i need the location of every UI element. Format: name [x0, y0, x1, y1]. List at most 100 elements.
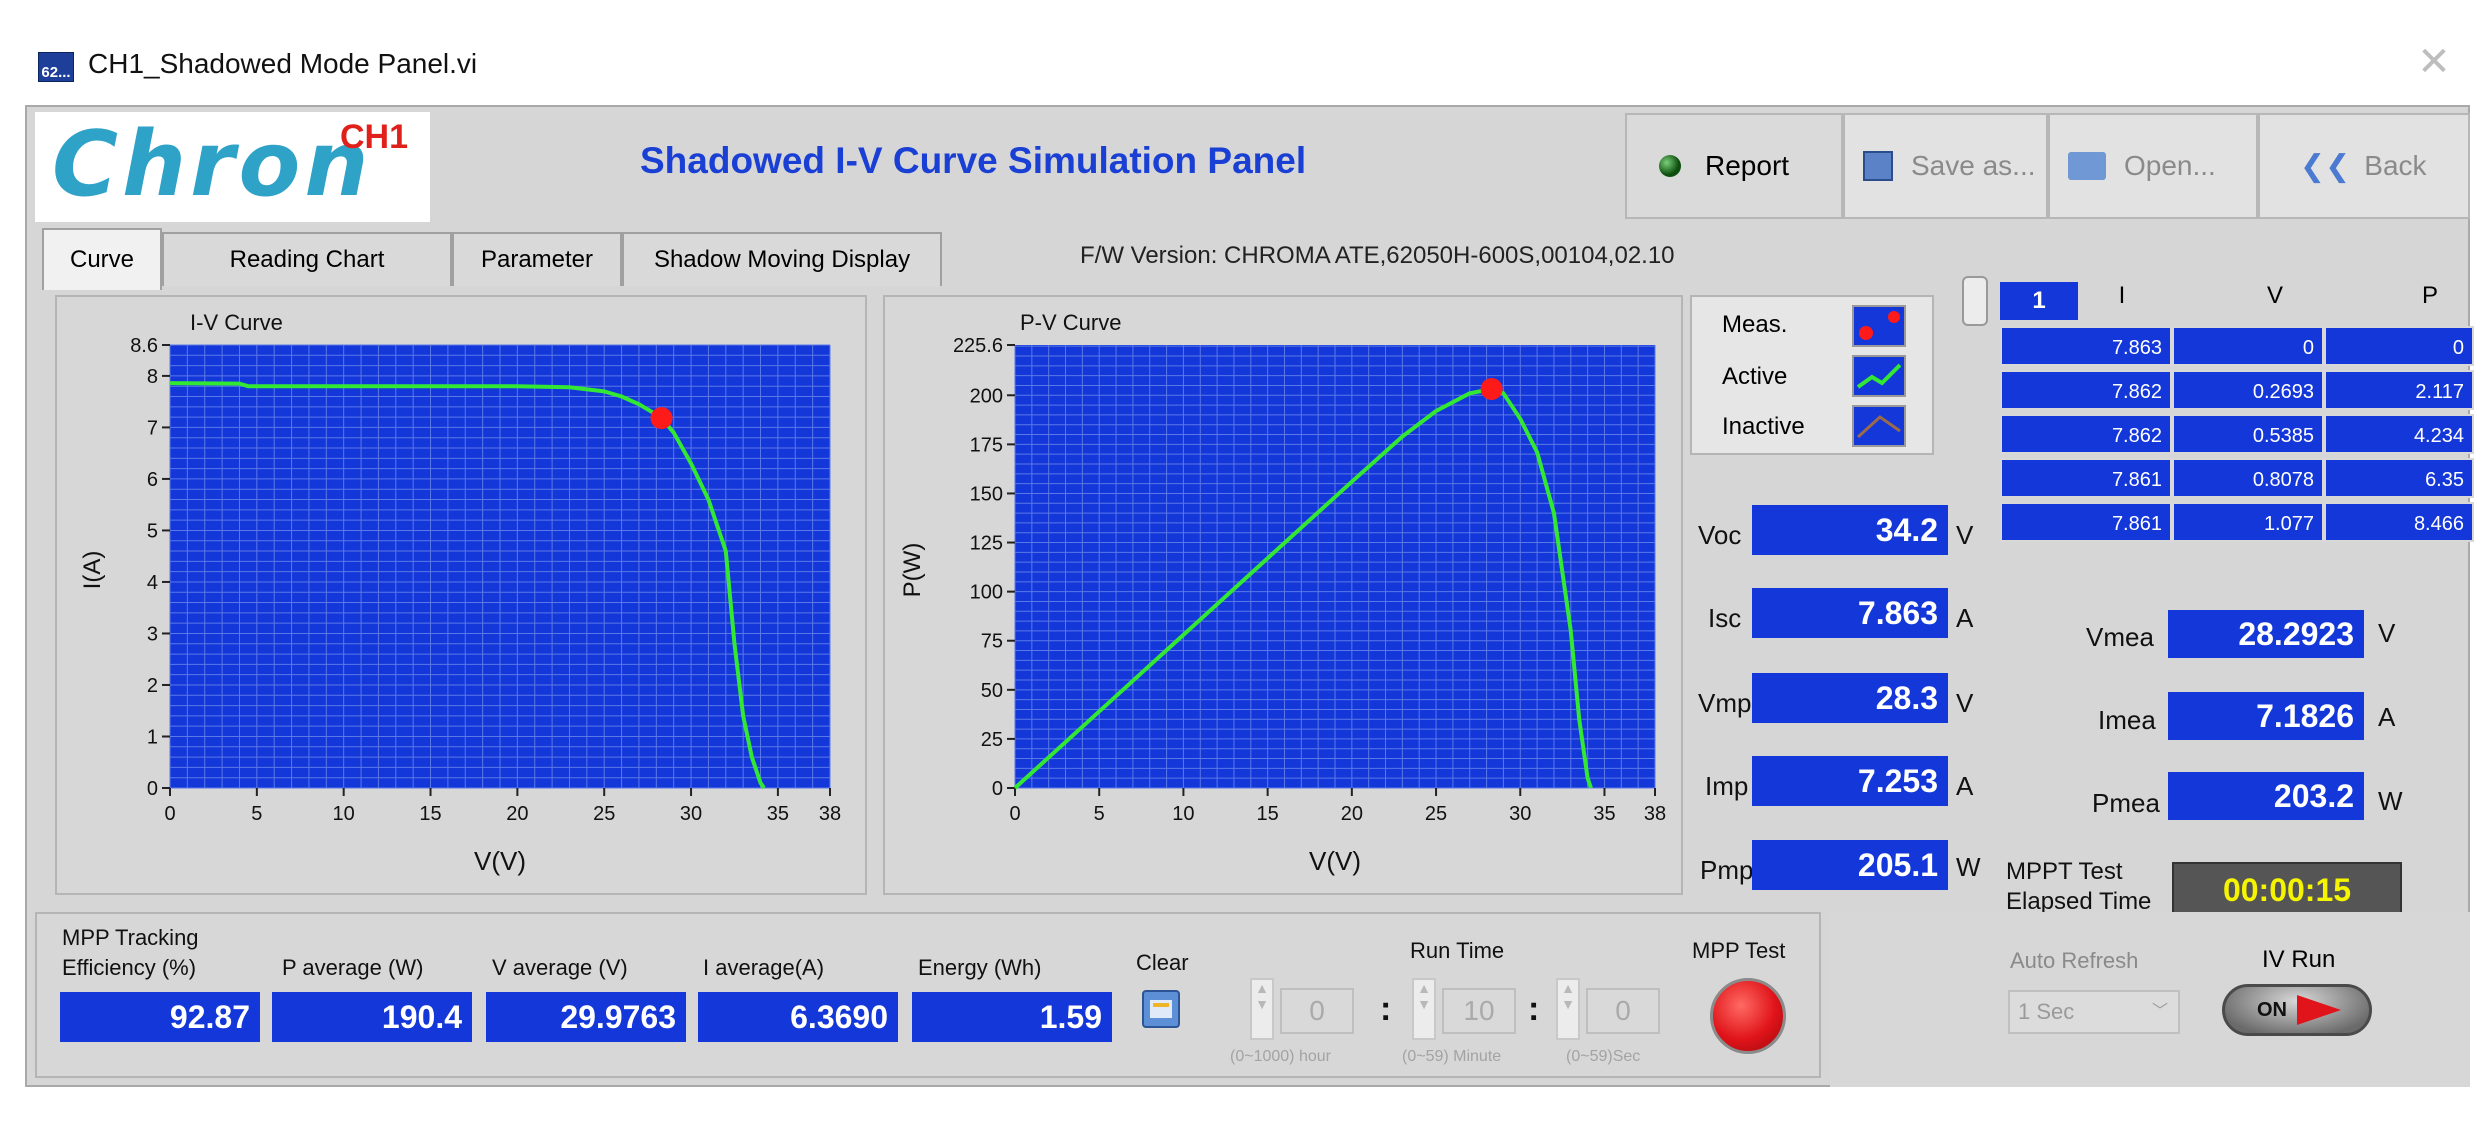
pmp-unit: W [1956, 852, 1981, 882]
voc-label: Voc [1698, 520, 1742, 550]
v-average-value: 29.9763 [486, 992, 686, 1042]
x-tick-label: 15 [419, 803, 441, 825]
panel-title: Shadowed I-V Curve Simulation Panel [640, 140, 1307, 181]
x-tick-label: 20 [506, 803, 528, 825]
p-average-label: P average (W) [282, 955, 424, 980]
pmea-unit: W [2378, 786, 2403, 816]
y-tick-label: 150 [970, 483, 1003, 505]
double-chevron-left-icon: ❮❮ [2300, 149, 2351, 183]
i-average-label: I average(A) [703, 955, 825, 980]
x-tick-label: 38 [819, 803, 841, 825]
y-tick-label: 100 [970, 582, 1003, 604]
legend-inactive-label: Inactive [1722, 413, 1805, 440]
floppy-icon [1863, 151, 1893, 181]
auto-refresh-label: Auto Refresh [2010, 948, 2139, 973]
pmp-value: 205.1 [1752, 840, 1948, 890]
voc-unit: V [1956, 520, 1974, 550]
table-cell: 1.077 [2172, 502, 2324, 542]
voc-value: 34.2 [1752, 505, 1948, 555]
x-tick-label: 35 [1593, 803, 1615, 825]
efficiency-label-1: MPP Tracking [62, 925, 199, 950]
table-scroll-icon[interactable] [1962, 276, 1988, 326]
imp-unit: A [1956, 771, 1974, 801]
back-button[interactable]: ❮❮ Back [2258, 113, 2470, 219]
table-cell: 7.862 [2000, 414, 2172, 454]
tab-parameter[interactable]: Parameter [452, 232, 622, 286]
imp-value: 7.253 [1752, 756, 1948, 806]
table-cell: 0.8078 [2172, 458, 2324, 498]
close-icon[interactable]: ✕ [2417, 40, 2451, 84]
tab-curve[interactable]: Curve [42, 228, 162, 290]
minutes-stepper[interactable]: ▲ ▼ [1412, 978, 1436, 1040]
legend-meas-swatch [1852, 305, 1906, 347]
report-button[interactable]: Report [1625, 113, 1843, 219]
table-cell: 7.863 [2000, 326, 2172, 366]
legend-active-swatch [1852, 355, 1906, 397]
table-cell: 6.35 [2324, 458, 2474, 498]
clear-button[interactable] [1142, 990, 1180, 1028]
efficiency-value: 92.87 [60, 992, 260, 1042]
y-tick-label: 25 [981, 729, 1003, 751]
iv-run-toggle[interactable]: ON [2222, 984, 2372, 1036]
vmea-unit: V [2378, 618, 2396, 648]
y-tick-label: 200 [970, 385, 1003, 407]
app-icon: 62... [38, 52, 74, 82]
chart-title: P-V Curve [1020, 310, 1121, 335]
imea-unit: A [2378, 702, 2396, 732]
hours-input[interactable]: 0 [1280, 988, 1354, 1034]
y-tick-label: 4 [147, 572, 158, 594]
tab-shadow-moving-display[interactable]: Shadow Moving Display [622, 232, 942, 286]
y-tick-label: 8.6 [130, 335, 158, 357]
report-led-icon [1659, 155, 1681, 177]
i-average-value: 6.3690 [698, 992, 898, 1042]
x-tick-label: 20 [1341, 803, 1363, 825]
energy-label: Energy (Wh) [918, 955, 1042, 980]
table-cell: 0.2693 [2172, 370, 2324, 410]
table-index[interactable]: 1 [2000, 282, 2078, 320]
seconds-stepper[interactable]: ▲ ▼ [1556, 978, 1580, 1040]
table-cell: 0 [2324, 326, 2474, 366]
open-button[interactable]: Open... [2048, 113, 2258, 219]
y-tick-label: 6 [147, 469, 158, 491]
y-axis-label: P(W) [899, 543, 926, 598]
run-time-label: Run Time [1410, 938, 1505, 963]
open-label: Open... [2124, 150, 2216, 181]
y-tick-label: 175 [970, 434, 1003, 456]
auto-refresh-select[interactable]: 1 Sec ﹀ [2008, 990, 2180, 1034]
legend: Meas. Active Inactive [1690, 295, 1934, 455]
hours-stepper[interactable]: ▲ ▼ [1250, 978, 1274, 1040]
hours-range: (0~1000) hour [1230, 1048, 1331, 1065]
x-tick-label: 0 [164, 803, 175, 825]
chart-title: I-V Curve [190, 310, 283, 335]
tab-curve-label: Curve [69, 246, 135, 273]
legend-inactive-swatch [1852, 405, 1906, 447]
mppt-elapsed-time: 00:00:15 [2172, 862, 2402, 914]
tab-parameter-label: Parameter [480, 246, 594, 273]
chevron-down-icon: ﹀ [2151, 1003, 2168, 1020]
table-header-p: P [2421, 282, 2438, 309]
table-header-i: I [2118, 282, 2126, 309]
v-average-label: V average (V) [492, 955, 628, 980]
tab-reading-chart[interactable]: Reading Chart [162, 232, 452, 286]
time-colon-1: : [1380, 990, 1392, 1028]
imea-label: Imea [2098, 705, 2156, 735]
vmp-unit: V [1956, 688, 1974, 718]
iv-run-state: ON [2257, 998, 2287, 1021]
report-label: Report [1705, 150, 1790, 181]
vmp-label: Vmp [1698, 688, 1752, 718]
table-cell: 7.862 [2000, 370, 2172, 410]
seconds-input[interactable]: 0 [1586, 988, 1660, 1034]
operating-point-marker [650, 407, 673, 430]
x-tick-label: 10 [333, 803, 355, 825]
x-tick-label: 5 [251, 803, 262, 825]
clear-label: Clear [1136, 950, 1189, 975]
tab-reading-chart-label: Reading Chart [229, 246, 385, 273]
legend-meas-label: Meas. [1722, 311, 1788, 338]
save-as-button[interactable]: Save as... [1843, 113, 2048, 219]
mpp-test-button[interactable] [1710, 978, 1786, 1054]
x-tick-label: 38 [1644, 803, 1666, 825]
x-tick-label: 30 [1509, 803, 1531, 825]
table-cell: 2.117 [2324, 370, 2474, 410]
minutes-input[interactable]: 10 [1442, 988, 1516, 1034]
x-tick-label: 30 [680, 803, 702, 825]
